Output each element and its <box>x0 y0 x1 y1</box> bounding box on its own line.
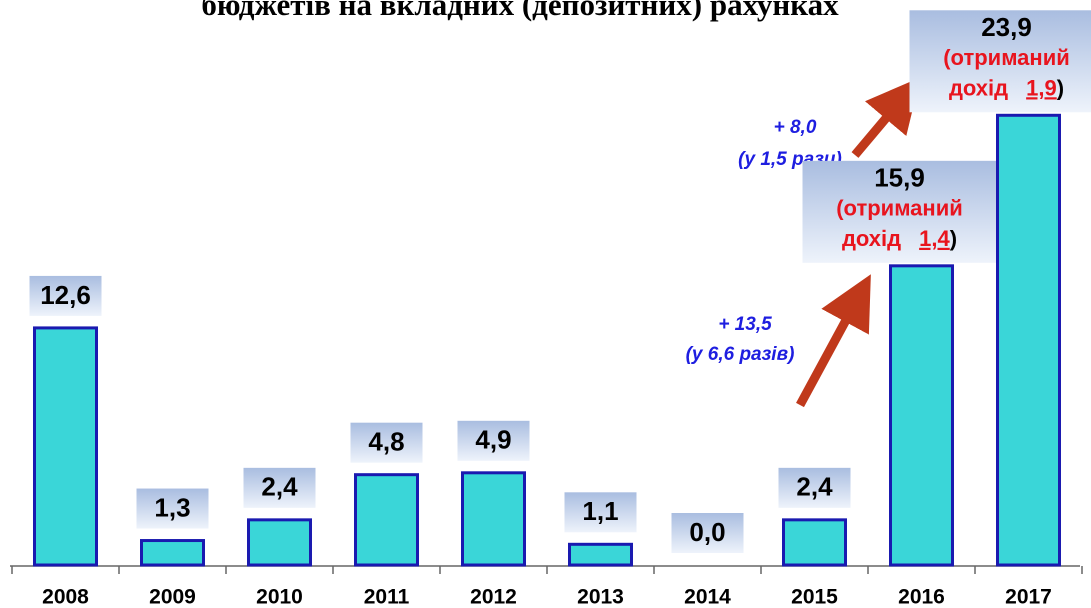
value-label: 0,0 <box>689 517 725 547</box>
x-tick-label: 2009 <box>149 586 196 608</box>
label-box <box>243 467 316 508</box>
arrow <box>796 274 871 408</box>
label-box <box>564 492 637 533</box>
note: дохід 1,4) <box>842 226 957 251</box>
note-word: дохід <box>842 226 901 251</box>
value-label: 1,3 <box>154 492 190 522</box>
bar <box>996 113 1061 567</box>
value-label: 12,6 <box>40 280 91 310</box>
note-close: ) <box>1057 75 1064 100</box>
bar <box>140 539 205 567</box>
value-label: 4,9 <box>475 425 511 455</box>
value-label: 4,8 <box>368 427 404 457</box>
x-tick-label: 2012 <box>470 586 517 608</box>
annotation: + 13,5 <box>718 314 772 335</box>
label-box <box>136 488 209 529</box>
x-tick-label: 2008 <box>42 586 89 608</box>
annotation: (у 6,6 разів) <box>686 344 795 365</box>
annotation: + 8,0 <box>774 117 817 138</box>
bar <box>568 542 633 567</box>
chart-title: бюджетів на вкладних (депозитних) рахунк… <box>201 0 839 22</box>
bar <box>247 518 312 567</box>
label-box <box>350 422 423 463</box>
value-label: 2,4 <box>261 472 298 502</box>
label-box <box>802 160 997 263</box>
x-tick-label: 2015 <box>791 586 838 608</box>
income: 1,9 <box>1026 75 1057 100</box>
x-tick-label: 2013 <box>577 586 624 608</box>
value-label: 1,1 <box>582 496 618 526</box>
note-word: дохід <box>949 75 1008 100</box>
label-box <box>909 10 1091 113</box>
bar <box>461 471 526 567</box>
x-tick-label: 2014 <box>684 586 731 608</box>
value-label: 2,4 <box>796 472 833 502</box>
note: (отриманий <box>943 45 1070 70</box>
income: 1,4 <box>919 226 950 251</box>
label-box <box>457 420 530 461</box>
bar <box>782 518 847 567</box>
bar <box>354 473 419 567</box>
label-box <box>29 275 102 316</box>
x-tick-label: 2017 <box>1005 586 1052 608</box>
bar <box>33 326 98 567</box>
bar <box>889 264 954 567</box>
label-box <box>778 467 851 508</box>
value-label: 15,9 <box>874 163 925 193</box>
x-tick-label: 2016 <box>898 586 945 608</box>
note: дохід 1,9) <box>949 75 1064 100</box>
value-label: 23,9 <box>981 12 1032 42</box>
arrow <box>851 77 921 158</box>
x-tick-label: 2011 <box>364 586 410 608</box>
note: (отриманий <box>836 196 963 221</box>
x-tick-label: 2010 <box>256 586 303 608</box>
label-box <box>671 513 744 553</box>
note-close: ) <box>950 226 957 251</box>
